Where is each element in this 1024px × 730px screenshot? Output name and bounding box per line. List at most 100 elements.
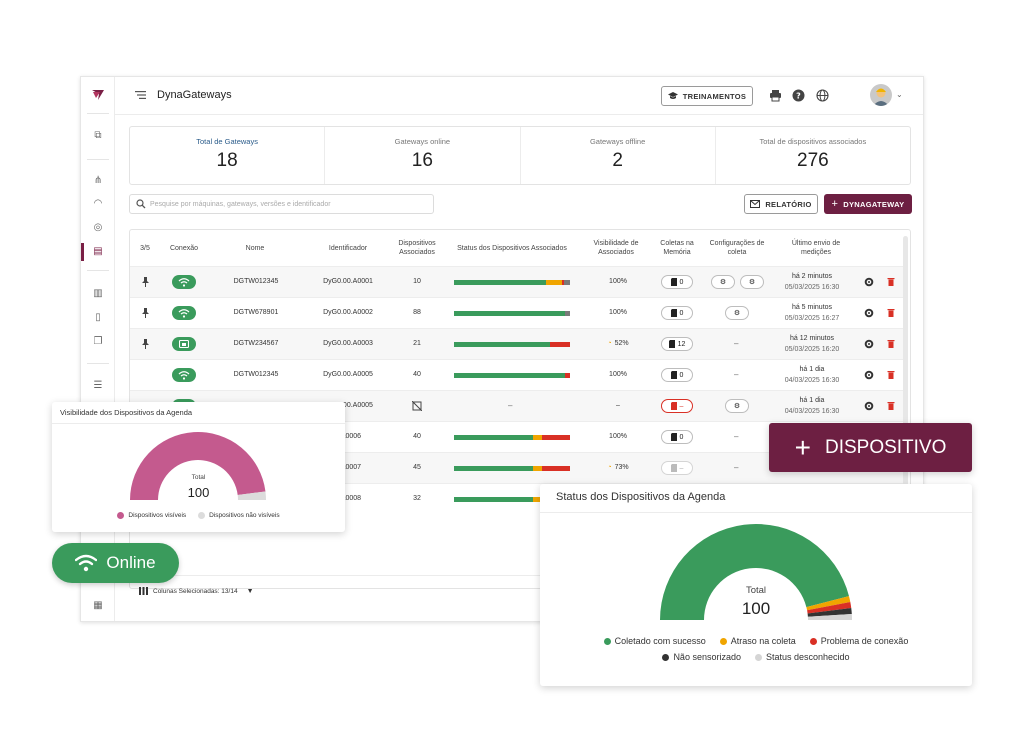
- online-status-pill: Online: [52, 543, 179, 583]
- last-send-relative: há 1 dia: [799, 366, 825, 373]
- associated-devices-count: 40: [413, 371, 421, 378]
- settings-icon[interactable]: [864, 308, 874, 318]
- status-bar-segment: [542, 435, 570, 440]
- device-status-bar: [454, 466, 570, 471]
- legend-dot: [719, 637, 727, 645]
- status-bar-segment: [454, 311, 566, 316]
- avatar[interactable]: [870, 84, 892, 106]
- training-button[interactable]: TREINAMENTOS: [661, 86, 753, 106]
- visibility-value: 100%: [609, 309, 627, 316]
- status-legend: Coletado com sucesso Atraso na coleta Prob…: [590, 636, 922, 662]
- list-icon[interactable]: ☰: [93, 380, 103, 391]
- settings-icon[interactable]: [864, 277, 874, 287]
- document-icon[interactable]: ▯: [95, 312, 101, 323]
- column-header-config[interactable]: Configurações de coleta: [709, 240, 765, 256]
- add-gateway-button[interactable]: + DYNAGATEWAY: [824, 194, 912, 214]
- plus-icon: +: [794, 431, 811, 463]
- config-chip[interactable]: ⚙: [711, 275, 735, 289]
- warning-clock-icon: ◔: [607, 340, 612, 347]
- column-header-pins[interactable]: 3/5: [140, 245, 150, 252]
- delete-icon[interactable]: [886, 370, 896, 380]
- visibility-legend: Dispositivos visíveis Dispositivos não vi…: [52, 512, 345, 519]
- pin-icon[interactable]: [141, 308, 150, 318]
- memory-chip[interactable]: –: [661, 461, 693, 475]
- memory-chip[interactable]: 0: [661, 368, 693, 382]
- table-row[interactable]: DGTW678901 DyG0.00.A0002 88 100% 0 ⚙ há 5 minu…: [130, 297, 904, 328]
- stat-label: Gateways online: [394, 137, 451, 146]
- report-button[interactable]: RELATÓRIO: [744, 194, 818, 214]
- memory-chip[interactable]: 12: [661, 337, 693, 351]
- table-scrollbar[interactable]: [903, 236, 908, 486]
- column-header-visibility[interactable]: Visibilidade de Associados: [593, 240, 639, 256]
- globe-icon[interactable]: [816, 89, 829, 102]
- memory-count: 0: [679, 309, 684, 317]
- status-bar-segment: [565, 311, 570, 316]
- memory-chip[interactable]: 0: [661, 430, 693, 444]
- status-bar-segment: [454, 497, 533, 502]
- device-status-bar: [454, 311, 570, 316]
- config-chip[interactable]: ⚙: [725, 306, 749, 320]
- column-header-name[interactable]: Nome: [245, 245, 265, 252]
- legend-label: Não sensorizado: [673, 652, 741, 662]
- legend-dot: [198, 512, 206, 519]
- delete-icon[interactable]: [886, 308, 896, 318]
- stat-value: 276: [797, 150, 829, 171]
- memory-chip[interactable]: –: [661, 399, 693, 413]
- columns-selector[interactable]: Colunas Selecionadas: 13/14 ▼: [139, 587, 254, 595]
- status-chart-card: Status dos Dispositivos da Agenda Total …: [540, 484, 972, 686]
- search-input[interactable]: Pesquise por máquinas, gateways, versões…: [129, 194, 434, 214]
- warning-clock-icon: ◔: [607, 464, 612, 471]
- connection-ethernet-badge: [172, 337, 196, 351]
- gateway-identifier: 0.A0007: [334, 464, 362, 471]
- config-icon: ⚙: [748, 279, 756, 286]
- column-header-memory[interactable]: Coletas na Memória: [660, 240, 694, 256]
- memory-chip[interactable]: 0: [661, 306, 693, 320]
- pin-icon[interactable]: [141, 339, 150, 349]
- config-chip[interactable]: ⚙: [740, 275, 764, 289]
- target-icon[interactable]: ◎: [93, 222, 103, 233]
- graduation-cap-icon: [667, 92, 678, 99]
- print-icon[interactable]: [769, 89, 782, 102]
- memory-chip[interactable]: 0: [661, 275, 693, 289]
- delete-icon[interactable]: [886, 277, 896, 287]
- add-device-button[interactable]: + DISPOSITIVO: [769, 423, 972, 472]
- column-header-last-send[interactable]: Último envio de medições: [791, 240, 841, 256]
- status-bar-segment: [564, 280, 570, 285]
- sensor-icon[interactable]: ◠: [93, 198, 103, 209]
- visibility-chart-title: Visibilidade dos Dispositivos da Agenda: [52, 402, 345, 424]
- chart-icon[interactable]: ▥: [93, 288, 103, 299]
- delete-icon[interactable]: [886, 339, 896, 349]
- settings-icon[interactable]: [864, 339, 874, 349]
- stat-value: 2: [612, 150, 623, 171]
- status-total-label: Total: [745, 585, 767, 596]
- column-header-identifier[interactable]: Identificador: [328, 245, 368, 252]
- column-header-devices[interactable]: Dispositivos Associados: [398, 240, 436, 256]
- help-icon[interactable]: ?: [792, 89, 805, 102]
- column-header-connection[interactable]: Conexão: [169, 245, 199, 252]
- gateway-icon[interactable]: ▤: [81, 243, 106, 261]
- table-row[interactable]: DGTW012345 DyG0.00.A0005 40 100% 0 – há 1 dia 0…: [130, 359, 904, 390]
- chevron-down-icon[interactable]: ⌄: [896, 90, 903, 99]
- settings-icon[interactable]: [864, 401, 874, 411]
- building-icon[interactable]: ▦: [93, 600, 103, 611]
- stat-value: 18: [216, 150, 238, 171]
- config-chip[interactable]: ⚙: [725, 399, 749, 413]
- status-bar-segment: [545, 280, 562, 285]
- column-header-device-status[interactable]: Status dos Dispositivos Associados: [457, 245, 567, 252]
- visibility-text: 52%: [614, 340, 629, 347]
- pin-icon[interactable]: [141, 277, 150, 287]
- delete-icon[interactable]: [886, 401, 896, 411]
- layers-icon[interactable]: ⧉: [94, 130, 102, 141]
- legend-item: Status desconhecido: [754, 652, 850, 662]
- visibility-value: ◔ 73%: [600, 464, 636, 471]
- settings-icon[interactable]: [864, 370, 874, 380]
- copy-icon[interactable]: ❐: [93, 336, 103, 347]
- table-row[interactable]: DGTW234567 DyG0.00.A0003 21 ◔ 52% 12 – há 12 mi…: [130, 328, 904, 359]
- menu-icon[interactable]: [135, 90, 146, 100]
- memory-count: 0: [679, 371, 684, 379]
- hierarchy-icon[interactable]: ⋔: [93, 175, 103, 186]
- last-send-relative: há 2 minutos: [791, 273, 833, 280]
- associated-devices-count: 10: [413, 278, 421, 285]
- last-send-date: 04/03/2025 16:30: [784, 408, 840, 415]
- table-row[interactable]: DGTW012345 DyG0.00.A0001 10 100% 0 ⚙ ⚙ há 2 min…: [130, 266, 904, 297]
